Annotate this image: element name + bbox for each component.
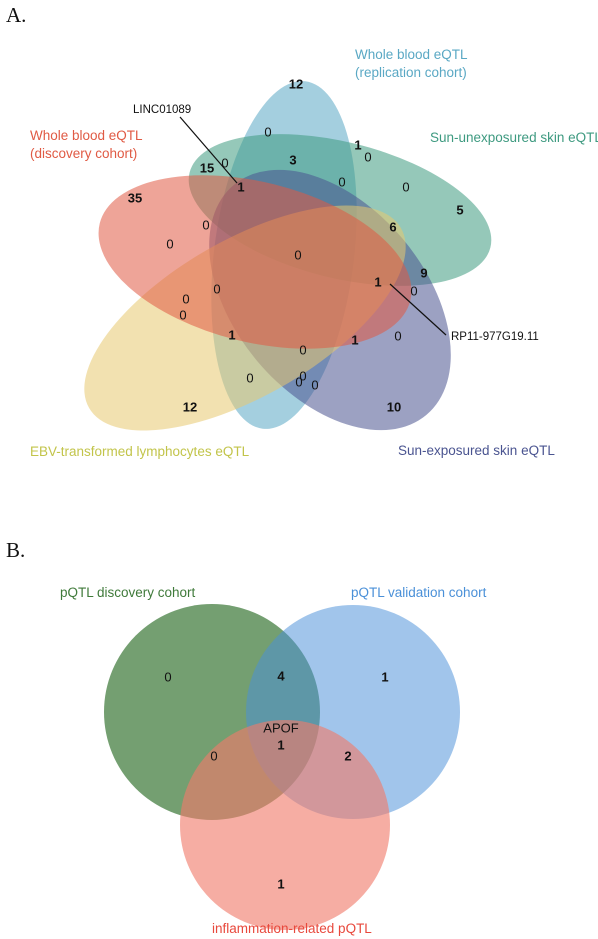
count: 0: [394, 328, 401, 343]
label-inflammation-pqtl: inflammation-related pQTL: [212, 921, 372, 936]
count: 9: [420, 265, 427, 280]
count: 0: [213, 281, 220, 296]
count: 4: [277, 668, 285, 683]
count: 0: [402, 179, 409, 194]
panel-a-label: A.: [6, 3, 26, 27]
count: 0: [164, 669, 171, 684]
count: 0: [166, 236, 173, 251]
count: 0: [210, 748, 217, 763]
count: 1: [374, 274, 381, 289]
count: 2: [344, 748, 351, 763]
callout-line-linc01089: [179, 116, 238, 184]
ellipse-whole-blood-discovery: [98, 175, 412, 349]
count: 0: [264, 124, 271, 139]
count: 3: [289, 152, 296, 167]
count: 0: [338, 174, 345, 189]
label-whole-blood-replication-line1: Whole blood eQTL: [355, 47, 468, 62]
count: 1: [351, 332, 358, 347]
count: 1: [228, 327, 235, 342]
count: 1: [277, 737, 284, 752]
panel-b-label: B.: [6, 538, 25, 562]
count: 0: [295, 374, 302, 389]
label-ebv-lymphocytes: EBV-transformed lymphocytes eQTL: [30, 444, 250, 459]
count: 0: [311, 377, 318, 392]
label-whole-blood-discovery-line2: (discovery cohort): [30, 146, 137, 161]
count: 12: [289, 76, 303, 91]
count: 35: [128, 190, 142, 205]
callout-rp11: RP11-977G19.11: [451, 331, 539, 343]
count: 0: [410, 283, 417, 298]
venn-b: pQTL discovery cohort pQTL validation co…: [60, 585, 487, 936]
circle-inflammation-pqtl: [180, 720, 390, 930]
count: 0: [364, 149, 371, 164]
callout-linc01089: LINC01089: [133, 104, 191, 116]
count: 5: [456, 202, 463, 217]
count: 0: [299, 368, 306, 383]
center-gene-label: APOF: [263, 720, 298, 735]
label-whole-blood-replication-line2: (replication cohort): [355, 65, 467, 80]
count: 1: [354, 137, 361, 152]
count: 0: [221, 155, 228, 170]
count: 0: [202, 217, 209, 232]
venn-a: Whole blood eQTL (replication cohort) Su…: [30, 47, 598, 459]
count: 12: [183, 399, 197, 414]
count: 1: [381, 669, 388, 684]
count: 1: [237, 179, 244, 194]
count: 0: [179, 307, 186, 322]
count: 0: [299, 342, 306, 357]
label-whole-blood-discovery-line1: Whole blood eQTL: [30, 128, 143, 143]
count: 6: [389, 219, 396, 234]
label-pqtl-validation: pQTL validation cohort: [351, 585, 487, 600]
count: 15: [200, 160, 214, 175]
count: 10: [387, 399, 401, 414]
label-sun-unexposed-skin: Sun-unexposured skin eQTL: [430, 130, 598, 145]
label-pqtl-discovery: pQTL discovery cohort: [60, 585, 196, 600]
label-sun-exposed-skin: Sun-exposured skin eQTL: [398, 443, 555, 458]
count: 0: [246, 370, 253, 385]
count: 1: [277, 876, 284, 891]
count: 0: [182, 291, 189, 306]
count: 0: [294, 247, 301, 262]
callout-line-rp11: [389, 283, 447, 336]
